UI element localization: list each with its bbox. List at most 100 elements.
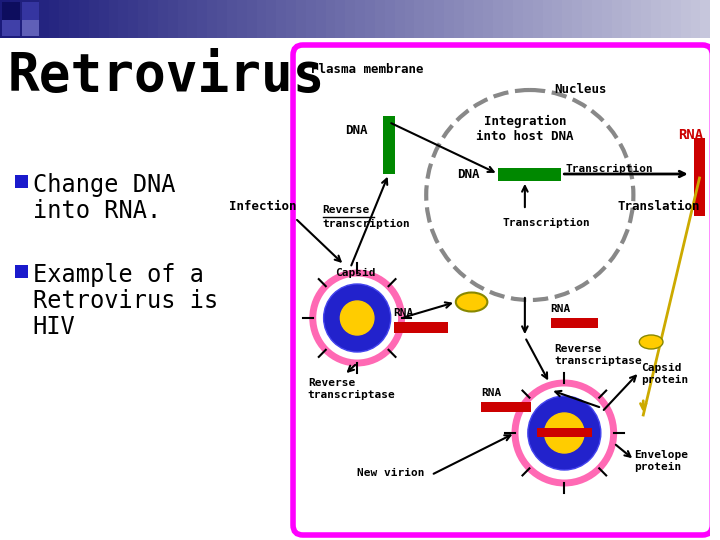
- Bar: [158, 0, 168, 38]
- FancyBboxPatch shape: [293, 45, 712, 535]
- Text: Transcription: Transcription: [502, 218, 590, 228]
- Bar: [434, 0, 445, 38]
- Bar: [474, 0, 485, 38]
- Bar: [394, 322, 448, 333]
- Text: Change DNA: Change DNA: [32, 173, 175, 197]
- Text: DNA: DNA: [346, 124, 368, 137]
- Text: Reverse: Reverse: [323, 205, 370, 215]
- Bar: [306, 0, 317, 38]
- Bar: [168, 0, 179, 38]
- Bar: [671, 0, 682, 38]
- Bar: [227, 0, 238, 38]
- Circle shape: [341, 301, 374, 335]
- Bar: [30, 0, 40, 38]
- Text: Retrovirus: Retrovirus: [8, 50, 325, 102]
- Bar: [15, 175, 27, 188]
- Bar: [99, 0, 109, 38]
- Bar: [562, 0, 573, 38]
- Bar: [415, 0, 426, 38]
- Text: Infection: Infection: [229, 200, 297, 213]
- Ellipse shape: [456, 293, 487, 312]
- Bar: [50, 0, 60, 38]
- Bar: [178, 0, 189, 38]
- Text: RNA: RNA: [482, 388, 502, 398]
- Bar: [197, 0, 208, 38]
- Bar: [631, 0, 642, 38]
- Bar: [79, 0, 90, 38]
- Bar: [2, 2, 19, 20]
- Bar: [642, 0, 652, 38]
- Bar: [22, 2, 40, 20]
- Bar: [383, 116, 395, 174]
- Bar: [533, 0, 544, 38]
- Bar: [454, 0, 464, 38]
- Bar: [89, 0, 99, 38]
- Bar: [148, 0, 159, 38]
- Text: DNA: DNA: [456, 167, 480, 180]
- Text: Integration
into host DNA: Integration into host DNA: [476, 115, 574, 143]
- Bar: [602, 0, 613, 38]
- Text: Capsid
protein: Capsid protein: [642, 363, 688, 384]
- Text: Envelope
protein: Envelope protein: [634, 450, 688, 471]
- Bar: [375, 0, 386, 38]
- Bar: [592, 0, 603, 38]
- Bar: [355, 0, 366, 38]
- Bar: [325, 0, 336, 38]
- Bar: [543, 0, 554, 38]
- Bar: [701, 0, 711, 38]
- Bar: [15, 265, 27, 278]
- Bar: [296, 0, 307, 38]
- Bar: [537, 428, 592, 437]
- Bar: [661, 0, 672, 38]
- Text: RNA: RNA: [394, 308, 414, 318]
- Bar: [483, 0, 495, 38]
- Bar: [551, 318, 598, 328]
- Text: Translation: Translation: [618, 200, 700, 213]
- Text: transcription: transcription: [323, 219, 410, 229]
- Circle shape: [528, 396, 600, 470]
- Bar: [10, 0, 21, 38]
- Circle shape: [323, 284, 391, 352]
- Circle shape: [544, 413, 584, 453]
- Bar: [503, 0, 514, 38]
- Bar: [256, 0, 267, 38]
- Bar: [493, 0, 504, 38]
- Bar: [405, 0, 415, 38]
- Bar: [315, 0, 327, 38]
- Bar: [118, 0, 130, 38]
- Bar: [572, 0, 583, 38]
- Bar: [187, 0, 198, 38]
- Bar: [19, 0, 30, 38]
- Text: Capsid: Capsid: [336, 268, 376, 278]
- Text: Example of a: Example of a: [32, 263, 204, 287]
- Bar: [276, 0, 287, 38]
- Text: Reverse
transcriptase: Reverse transcriptase: [308, 378, 395, 400]
- Bar: [109, 0, 120, 38]
- Bar: [424, 0, 435, 38]
- Ellipse shape: [639, 335, 663, 349]
- Bar: [266, 0, 277, 38]
- Bar: [384, 0, 395, 38]
- Bar: [621, 0, 632, 38]
- Bar: [207, 0, 218, 38]
- Bar: [464, 0, 474, 38]
- Bar: [346, 0, 356, 38]
- Bar: [365, 0, 376, 38]
- Bar: [444, 0, 455, 38]
- Text: New virion: New virion: [357, 468, 425, 478]
- Bar: [286, 0, 297, 38]
- Bar: [498, 168, 562, 181]
- Text: Plasma membrane: Plasma membrane: [311, 63, 423, 76]
- Text: Transcription: Transcription: [565, 164, 653, 174]
- Bar: [552, 0, 563, 38]
- Bar: [395, 0, 405, 38]
- Bar: [237, 0, 248, 38]
- Bar: [0, 0, 11, 38]
- Text: Nucleus: Nucleus: [554, 83, 607, 96]
- Bar: [59, 0, 70, 38]
- Bar: [2, 20, 19, 36]
- Text: Retrovirus is: Retrovirus is: [32, 289, 218, 313]
- Bar: [690, 0, 701, 38]
- Bar: [582, 0, 593, 38]
- Bar: [523, 0, 534, 38]
